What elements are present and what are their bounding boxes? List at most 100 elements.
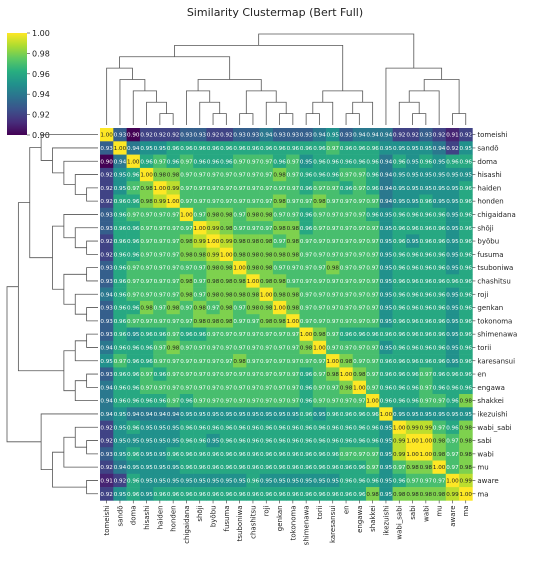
heatmap-cell xyxy=(339,420,353,435)
heatmap-cell xyxy=(366,447,380,461)
heatmap-cell xyxy=(392,433,407,448)
heatmap-cell xyxy=(459,354,473,368)
heatmap-cell xyxy=(219,287,234,302)
heatmap-cell xyxy=(392,380,407,395)
cell-value-label: 0.96 xyxy=(247,146,260,152)
cell-value-label: 0.97 xyxy=(247,399,260,405)
cell-value-label: 0.96 xyxy=(433,385,446,391)
cell-value-label: 0.95 xyxy=(154,452,167,458)
cell-value-label: 0.96 xyxy=(273,492,286,498)
cell-value-label: 0.96 xyxy=(380,399,393,405)
cell-value-label: 0.95 xyxy=(433,186,446,192)
heatmap-cell xyxy=(352,167,367,182)
cell-value-label: 0.96 xyxy=(300,186,313,192)
cell-value-label: 0.96 xyxy=(460,279,473,285)
heatmap-cell xyxy=(272,407,287,421)
cell-value-label: 0.96 xyxy=(420,199,433,205)
cell-value-label: 0.95 xyxy=(327,133,340,139)
cell-value-label: 0.96 xyxy=(233,492,246,498)
row-dendrogram-link xyxy=(63,436,98,468)
heatmap-cell xyxy=(126,407,141,421)
cell-value-label: 1.00 xyxy=(233,266,246,272)
heatmap-cell xyxy=(392,247,407,262)
cell-value-label: 0.97 xyxy=(433,478,446,484)
heatmap-cell xyxy=(206,447,220,461)
heatmap-cell xyxy=(445,487,460,501)
cell-value-label: 0.96 xyxy=(180,465,193,471)
heatmap-cell xyxy=(352,261,367,275)
cell-value-label: 0.97 xyxy=(220,385,233,391)
cell-value-label: 0.99 xyxy=(393,452,406,458)
heatmap-cell xyxy=(299,128,314,142)
column-dendrogram-link xyxy=(385,67,443,125)
heatmap-cell xyxy=(419,181,433,195)
row-tick-label: chashitsu xyxy=(477,277,510,285)
heatmap-cell xyxy=(219,167,234,182)
heatmap-cell xyxy=(166,340,181,355)
cell-value-label: 0.96 xyxy=(340,186,353,192)
heatmap-cell xyxy=(286,433,300,448)
heatmap-cell xyxy=(379,261,393,275)
cell-value-label: 0.97 xyxy=(340,292,353,298)
cell-value-label: 0.98 xyxy=(460,399,473,405)
cell-value-label: 0.97 xyxy=(180,173,193,179)
cell-value-label: 1.00 xyxy=(154,186,167,192)
cell-value-label: 0.97 xyxy=(366,359,379,365)
cell-value-label: 0.96 xyxy=(420,292,433,298)
heatmap-cell xyxy=(312,394,327,408)
cell-value-label: 0.97 xyxy=(273,212,286,218)
cell-value-label: 0.96 xyxy=(247,492,260,498)
cell-value-label: 0.97 xyxy=(353,345,366,351)
cell-value-label: 0.95 xyxy=(380,492,393,498)
heatmap-cell xyxy=(405,287,420,302)
heatmap-cell xyxy=(166,234,181,248)
heatmap-cell xyxy=(352,354,367,368)
cell-value-label: 0.96 xyxy=(366,186,379,192)
heatmap-cell xyxy=(459,181,473,195)
cell-value-label: 0.96 xyxy=(300,412,313,418)
row-dendrogram-link xyxy=(52,147,98,174)
heatmap-cell xyxy=(219,460,234,475)
heatmap-cell xyxy=(219,154,234,169)
heatmap-cell xyxy=(445,314,460,328)
heatmap-cell xyxy=(153,380,167,395)
cell-value-label: 0.97 xyxy=(233,399,246,405)
heatmap-cell xyxy=(459,194,473,209)
cell-value-label: 0.96 xyxy=(446,372,459,378)
heatmap-cell xyxy=(326,181,340,195)
cell-value-label: 0.94 xyxy=(380,159,393,165)
heatmap-cell xyxy=(445,221,460,235)
heatmap-cell xyxy=(366,207,380,222)
cell-value-label: 0.96 xyxy=(300,465,313,471)
heatmap-cell xyxy=(299,433,314,448)
heatmap-cell xyxy=(219,407,234,421)
heatmap-cell xyxy=(166,407,181,421)
cell-value-label: 0.98 xyxy=(207,266,220,272)
cell-value-label: 0.95 xyxy=(433,199,446,205)
cell-value-label: 0.96 xyxy=(233,452,246,458)
heatmap-cell xyxy=(299,354,314,368)
cell-value-label: 0.96 xyxy=(127,492,140,498)
cell-value-label: 0.98 xyxy=(233,279,246,285)
heatmap-cell xyxy=(405,154,420,169)
cell-value-label: 0.94 xyxy=(100,412,113,418)
cell-value-label: 0.98 xyxy=(353,372,366,378)
row-tick-labels: tomeishisandōdomahisashihaidenhondenchig… xyxy=(472,131,517,498)
heatmap-cell xyxy=(392,300,407,315)
heatmap-grid xyxy=(100,128,473,501)
cell-value-label: 0.96 xyxy=(327,412,340,418)
heatmap-cell xyxy=(139,274,154,288)
heatmap-cell xyxy=(352,420,367,435)
heatmap-cell xyxy=(139,433,154,448)
heatmap-cell xyxy=(166,154,181,169)
cell-value-label: 0.97 xyxy=(260,332,273,338)
row-dendrogram-link xyxy=(17,202,64,372)
heatmap-cell xyxy=(459,141,473,155)
column-dendrogram-link xyxy=(119,56,231,80)
heatmap-cell xyxy=(339,433,353,448)
cell-value-label: 0.95 xyxy=(154,146,167,152)
heatmap-cell xyxy=(459,221,473,235)
heatmap-cell xyxy=(153,221,167,235)
heatmap-cell xyxy=(153,433,167,448)
cell-value-label: 0.97 xyxy=(247,159,260,165)
